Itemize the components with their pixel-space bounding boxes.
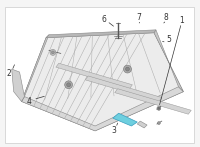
- Text: 5: 5: [166, 35, 171, 44]
- Circle shape: [126, 67, 129, 71]
- Polygon shape: [22, 33, 183, 131]
- Circle shape: [157, 106, 161, 110]
- Circle shape: [67, 83, 71, 87]
- FancyBboxPatch shape: [5, 7, 194, 143]
- Text: 4: 4: [27, 97, 32, 106]
- Polygon shape: [113, 113, 137, 126]
- Circle shape: [157, 122, 160, 125]
- Polygon shape: [85, 76, 162, 101]
- Polygon shape: [12, 69, 24, 101]
- Text: 7: 7: [137, 13, 142, 22]
- Polygon shape: [115, 89, 191, 114]
- Circle shape: [158, 107, 160, 109]
- Text: 3: 3: [111, 126, 116, 135]
- Polygon shape: [154, 30, 183, 92]
- Text: 2: 2: [6, 70, 11, 78]
- Polygon shape: [137, 121, 147, 128]
- Circle shape: [65, 81, 73, 89]
- Circle shape: [124, 65, 131, 73]
- Circle shape: [50, 49, 56, 55]
- Text: 1: 1: [179, 16, 184, 25]
- Circle shape: [51, 51, 54, 54]
- Polygon shape: [56, 63, 132, 89]
- Polygon shape: [22, 35, 49, 101]
- Text: 6: 6: [101, 15, 106, 24]
- Text: 8: 8: [163, 13, 168, 22]
- Polygon shape: [46, 30, 156, 38]
- Polygon shape: [22, 87, 183, 131]
